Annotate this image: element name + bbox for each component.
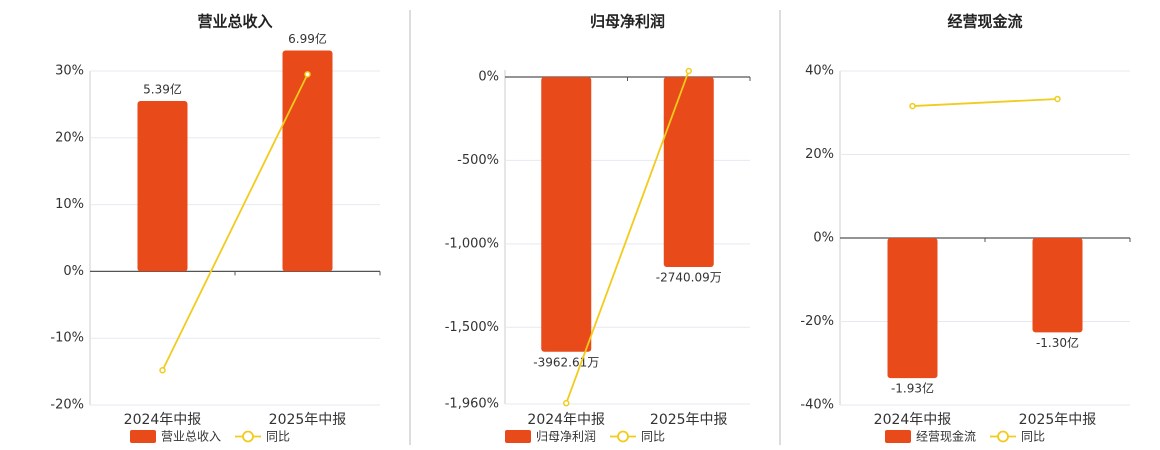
bar <box>282 50 333 272</box>
y-tick-label: 20% <box>55 130 84 145</box>
bar <box>541 77 592 352</box>
chart-title: 经营现金流 <box>947 13 1022 31</box>
y-tick-label: -1,500% <box>445 320 499 335</box>
bar <box>1032 238 1083 333</box>
chart-title: 归母净利润 <box>590 13 665 31</box>
y-tick-label: -10% <box>50 331 84 346</box>
legend-swatch <box>130 430 156 443</box>
x-tick-label: 2025年中报 <box>650 412 728 428</box>
x-tick-label: 2024年中报 <box>527 412 605 428</box>
legend-swatch <box>997 430 1009 443</box>
value-label: -1.93亿 <box>891 381 934 396</box>
legend-label: 归母净利润 <box>536 430 596 444</box>
value-label: 5.39亿 <box>143 82 182 97</box>
legend-label: 同比 <box>1021 430 1045 444</box>
line <box>912 98 1058 107</box>
point <box>159 367 166 374</box>
y-tick-label: 30% <box>55 64 84 79</box>
line <box>565 70 690 404</box>
chart-title: 营业总收入 <box>197 13 272 31</box>
point <box>563 399 570 407</box>
legend-label: 同比 <box>266 430 290 444</box>
line <box>161 73 309 371</box>
value-label: -2740.09万 <box>656 270 722 284</box>
y-tick-label: 0% <box>813 231 834 246</box>
y-tick-label: 20% <box>805 147 834 162</box>
legend-swatch <box>505 430 531 443</box>
legend-label: 同比 <box>641 430 665 444</box>
y-tick-label: -40% <box>800 398 834 413</box>
x-tick-label: 2025年中报 <box>269 412 347 428</box>
x-tick-label: 2025年中报 <box>1019 412 1097 428</box>
value-label: -1.30亿 <box>1036 335 1079 350</box>
y-tick-label: 0% <box>478 70 499 85</box>
y-tick-label: -1,960% <box>445 397 499 412</box>
value-label: -3962.61万 <box>533 355 599 369</box>
y-tick-label: -20% <box>800 314 834 329</box>
bar <box>137 101 188 272</box>
point <box>685 67 692 75</box>
bar <box>663 77 714 267</box>
y-tick-label: -20% <box>50 398 84 413</box>
point <box>909 102 916 110</box>
legend-swatch <box>885 430 911 443</box>
legend-label: 营业总收入 <box>161 430 221 444</box>
value-label: 6.99亿 <box>288 31 327 46</box>
legend-swatch <box>242 430 254 443</box>
y-tick-label: 40% <box>805 64 834 79</box>
y-tick-label: -1,000% <box>445 236 499 251</box>
legend-label: 经营现金流 <box>916 429 976 444</box>
y-tick-label: -500% <box>457 153 499 168</box>
legend-swatch <box>617 430 629 443</box>
point <box>1054 95 1061 103</box>
y-tick-label: 0% <box>63 264 84 279</box>
y-tick-label: 10% <box>55 197 84 212</box>
x-tick-label: 2024年中报 <box>124 412 202 428</box>
bar <box>887 238 938 379</box>
x-tick-label: 2024年中报 <box>874 412 952 428</box>
point <box>304 71 311 78</box>
